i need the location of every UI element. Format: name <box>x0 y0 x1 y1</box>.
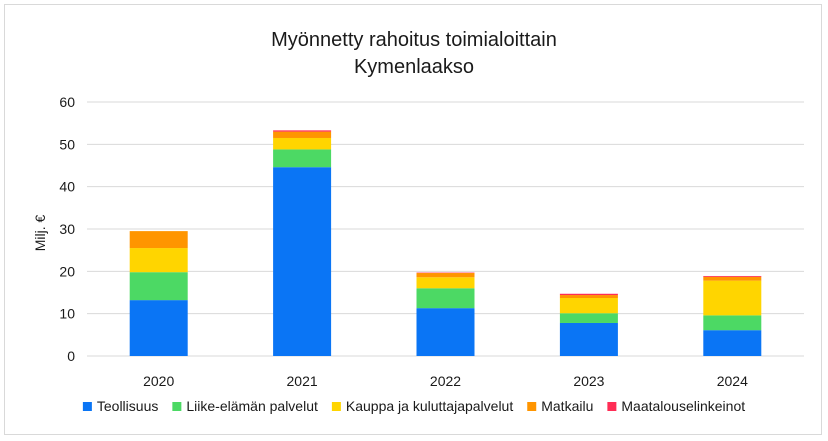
bar-2021-maatalouselinkeinot <box>273 130 332 132</box>
legend-swatch <box>82 402 92 411</box>
chart-title-line-1: Myönnetty rahoitus toimialoittain <box>271 29 557 51</box>
gridlines <box>87 101 804 357</box>
x-tick-label: 2022 <box>430 373 461 389</box>
y-tick-label: 50 <box>59 136 75 152</box>
bar-2023-kauppa-ja-kuluttajapalvelut <box>559 298 618 314</box>
bar-2022-kauppa-ja-kuluttajapalvelut <box>416 277 475 289</box>
bar-2024-matkailu <box>703 276 762 281</box>
bar-2020-teollisuus <box>129 300 188 356</box>
bar-2021-liike-elämän-palvelut <box>273 149 332 168</box>
bar-2021-kauppa-ja-kuluttajapalvelut <box>273 137 332 150</box>
y-tick-label: 20 <box>59 263 75 279</box>
bar-2022-teollisuus <box>416 308 475 356</box>
x-tick-label: 2024 <box>717 373 748 389</box>
y-tick-label: 10 <box>59 306 75 322</box>
legend-swatch <box>331 402 341 411</box>
x-tick-label: 2021 <box>287 373 318 389</box>
chart-title-line-2: Kymenlaakso <box>354 56 474 78</box>
legend-swatch <box>527 402 537 411</box>
legend-label: Maatalouselinkeinot <box>621 398 745 414</box>
y-axis-title: Milj. € <box>32 215 48 252</box>
chart: Myönnetty rahoitus toimialoittain Kymenla… <box>32 29 804 414</box>
bar-2021-teollisuus <box>273 167 332 356</box>
y-tick-label: 30 <box>59 221 75 237</box>
bar-2020-liike-elämän-palvelut <box>129 272 188 301</box>
bar-2024-liike-elämän-palvelut <box>703 315 762 331</box>
legend-label: Kauppa ja kuluttajapalvelut <box>346 398 513 414</box>
y-tick-label: 0 <box>67 348 75 364</box>
bar-2022-liike-elämän-palvelut <box>416 288 475 309</box>
bar-2023-liike-elämän-palvelut <box>559 313 618 323</box>
x-tick-label: 2020 <box>143 373 174 389</box>
bar-2024-teollisuus <box>703 330 762 356</box>
legend-label: Liike-elämän palvelut <box>186 398 318 414</box>
legend-swatch <box>172 402 182 411</box>
legend-label: Matkailu <box>541 398 593 414</box>
x-axis-ticks: 2020 2021 2022 2023 2024 <box>143 373 748 389</box>
bar-2023-maatalouselinkeinot <box>559 293 618 296</box>
bar-2020-matkailu <box>129 231 188 249</box>
legend-label: Teollisuus <box>97 398 158 414</box>
y-tick-label: 40 <box>59 179 75 195</box>
legend: Teollisuus Liike-elämän palvelut Kauppa ja… <box>82 398 745 414</box>
legend-swatch <box>607 402 617 411</box>
bar-2024-maatalouselinkeinot <box>703 275 762 277</box>
bar-2022-matkailu <box>416 273 475 278</box>
y-tick-label: 60 <box>59 94 75 110</box>
chart-frame: Myönnetty rahoitus toimialoittain Kymenla… <box>4 4 822 435</box>
y-axis-ticks: 0 10 20 30 40 50 60 <box>59 94 75 364</box>
bar-2023-matkailu <box>559 295 618 299</box>
bar-2020-kauppa-ja-kuluttajapalvelut <box>129 248 188 273</box>
x-tick-label: 2023 <box>573 373 604 389</box>
bar-2024-kauppa-ja-kuluttajapalvelut <box>703 280 762 316</box>
bar-2023-teollisuus <box>559 322 618 356</box>
bars <box>129 130 762 356</box>
chart-title: Myönnetty rahoitus toimialoittain Kymenla… <box>271 29 557 78</box>
bar-2021-matkailu <box>273 131 332 138</box>
